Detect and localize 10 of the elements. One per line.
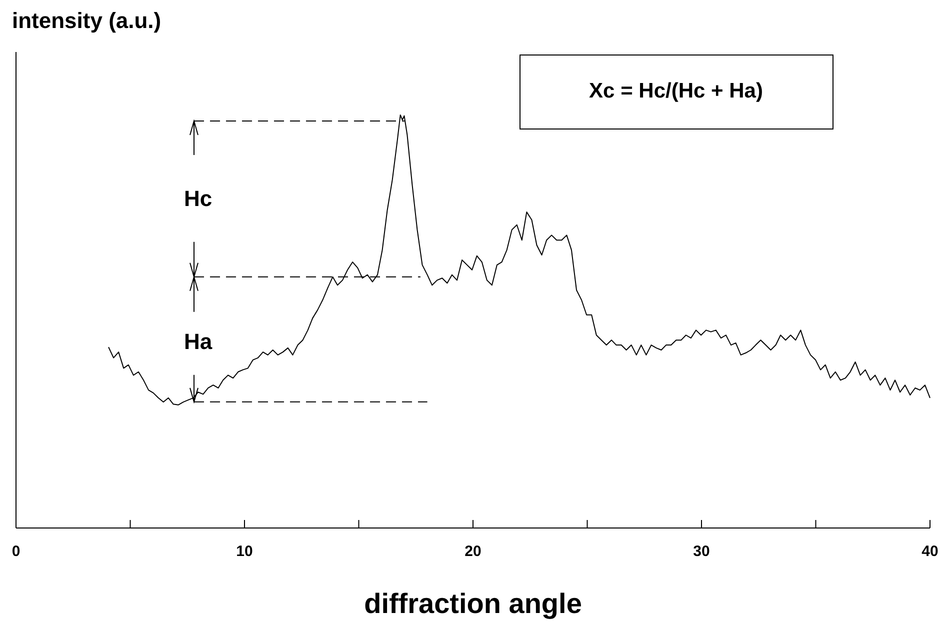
x-tick-label: 40: [922, 543, 938, 560]
annotation: Hc: [184, 186, 212, 211]
x-tick-label: 0: [12, 543, 20, 560]
x-tick-label: 30: [693, 543, 710, 560]
text: Xc = Hc/(Hc + Ha): [589, 80, 763, 103]
x-tick-label: 20: [464, 543, 482, 560]
x-tick-label: 10: [236, 543, 253, 560]
annotation: Ha: [184, 328, 213, 354]
y-axis-title: intensity (a.u.): [12, 8, 162, 33]
x-axis-title: diffraction angle: [364, 588, 582, 619]
